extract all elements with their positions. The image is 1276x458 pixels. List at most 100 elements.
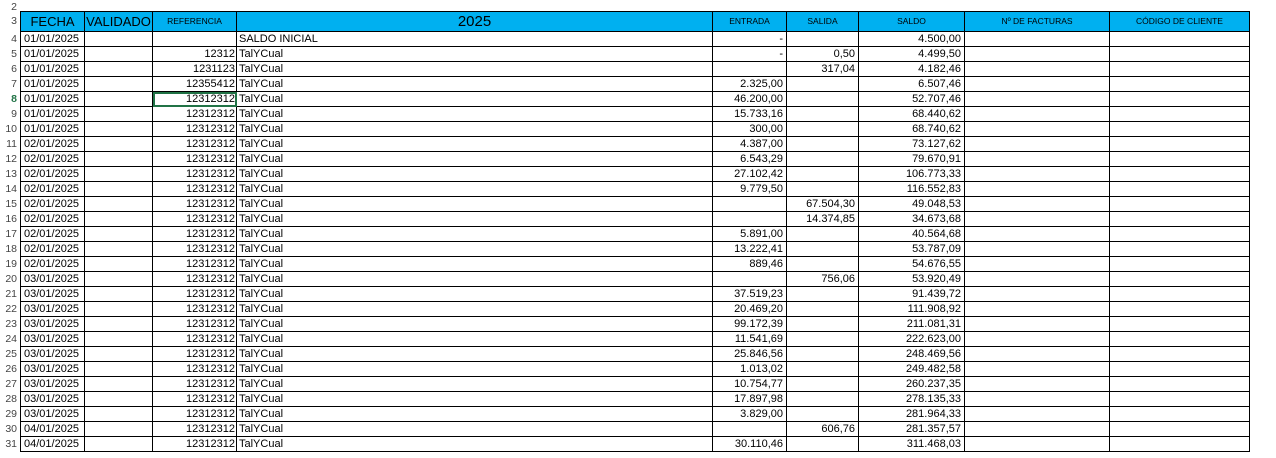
referencia-cell[interactable]: 12312312 <box>153 167 237 182</box>
cliente-cell[interactable] <box>1110 392 1250 407</box>
salida-cell[interactable] <box>787 332 859 347</box>
facturas-cell[interactable] <box>965 197 1110 212</box>
cliente-cell[interactable] <box>1110 227 1250 242</box>
concepto-cell[interactable]: TalYCual <box>237 317 713 332</box>
facturas-cell[interactable] <box>965 317 1110 332</box>
row-number[interactable]: 24 <box>5 333 17 345</box>
fecha-cell[interactable]: 02/01/2025 <box>20 182 85 197</box>
fecha-cell[interactable]: 03/01/2025 <box>20 332 85 347</box>
row-number[interactable]: 29 <box>5 408 17 420</box>
row-number[interactable]: 23 <box>5 318 17 330</box>
entrada-cell[interactable]: 99.172,39 <box>713 317 787 332</box>
salida-cell[interactable] <box>787 152 859 167</box>
referencia-cell[interactable]: 12312312 <box>153 257 237 272</box>
facturas-cell[interactable] <box>965 302 1110 317</box>
concepto-cell[interactable]: TalYCual <box>237 92 713 107</box>
cliente-cell[interactable] <box>1110 107 1250 122</box>
validado-cell[interactable] <box>85 62 153 77</box>
fecha-cell[interactable]: 01/01/2025 <box>20 32 85 47</box>
fecha-cell[interactable]: 03/01/2025 <box>20 302 85 317</box>
cliente-cell[interactable] <box>1110 347 1250 362</box>
facturas-cell[interactable] <box>965 77 1110 92</box>
validado-cell[interactable] <box>85 197 153 212</box>
row-number[interactable]: 7 <box>11 78 17 90</box>
saldo-cell[interactable]: 52.707,46 <box>859 92 965 107</box>
salida-cell[interactable] <box>787 242 859 257</box>
referencia-cell[interactable]: 12312312 <box>153 362 237 377</box>
referencia-cell[interactable]: 12312312 <box>153 242 237 257</box>
fecha-cell[interactable]: 04/01/2025 <box>20 422 85 437</box>
saldo-cell[interactable]: 311.468,03 <box>859 437 965 452</box>
validado-cell[interactable] <box>85 332 153 347</box>
facturas-cell[interactable] <box>965 122 1110 137</box>
row-number[interactable]: 20 <box>5 273 17 285</box>
validado-cell[interactable] <box>85 257 153 272</box>
entrada-cell[interactable]: 300,00 <box>713 122 787 137</box>
cliente-cell[interactable] <box>1110 242 1250 257</box>
validado-cell[interactable] <box>85 107 153 122</box>
concepto-cell[interactable]: TalYCual <box>237 242 713 257</box>
referencia-cell[interactable]: 12312312 <box>153 212 237 227</box>
saldo-cell[interactable]: 222.623,00 <box>859 332 965 347</box>
header-validado[interactable]: VALIDADO <box>85 11 153 32</box>
concepto-cell[interactable]: TalYCual <box>237 47 713 62</box>
concepto-cell[interactable]: TalYCual <box>237 302 713 317</box>
fecha-cell[interactable]: 02/01/2025 <box>20 257 85 272</box>
salida-cell[interactable] <box>787 122 859 137</box>
salida-cell[interactable]: 606,76 <box>787 422 859 437</box>
fecha-cell[interactable]: 03/01/2025 <box>20 392 85 407</box>
salida-cell[interactable] <box>787 107 859 122</box>
saldo-cell[interactable]: 34.673,68 <box>859 212 965 227</box>
cliente-cell[interactable] <box>1110 257 1250 272</box>
cliente-cell[interactable] <box>1110 272 1250 287</box>
validado-cell[interactable] <box>85 137 153 152</box>
row-number[interactable]: 31 <box>5 438 17 450</box>
row-number[interactable]: 21 <box>5 288 17 300</box>
entrada-cell[interactable]: 13.222,41 <box>713 242 787 257</box>
salida-cell[interactable] <box>787 182 859 197</box>
cliente-cell[interactable] <box>1110 287 1250 302</box>
salida-cell[interactable]: 0,50 <box>787 47 859 62</box>
entrada-cell[interactable]: 17.897,98 <box>713 392 787 407</box>
facturas-cell[interactable] <box>965 377 1110 392</box>
salida-cell[interactable] <box>787 362 859 377</box>
facturas-cell[interactable] <box>965 32 1110 47</box>
concepto-cell[interactable]: TalYCual <box>237 122 713 137</box>
entrada-cell[interactable]: - <box>713 47 787 62</box>
concepto-cell[interactable]: TalYCual <box>237 422 713 437</box>
cliente-cell[interactable] <box>1110 407 1250 422</box>
concepto-cell[interactable]: TalYCual <box>237 167 713 182</box>
referencia-cell[interactable]: 12312312 <box>153 437 237 452</box>
validado-cell[interactable] <box>85 272 153 287</box>
fecha-cell[interactable]: 03/01/2025 <box>20 407 85 422</box>
referencia-cell[interactable]: 12312312 <box>153 332 237 347</box>
facturas-cell[interactable] <box>965 167 1110 182</box>
facturas-cell[interactable] <box>965 392 1110 407</box>
entrada-cell[interactable]: 5.891,00 <box>713 227 787 242</box>
row-number[interactable]: 28 <box>5 393 17 405</box>
fecha-cell[interactable]: 01/01/2025 <box>20 77 85 92</box>
row-number[interactable]: 12 <box>5 153 17 165</box>
row-number[interactable]: 3 <box>11 15 17 27</box>
referencia-cell[interactable]: 12312312 <box>153 407 237 422</box>
salida-cell[interactable]: 14.374,85 <box>787 212 859 227</box>
facturas-cell[interactable] <box>965 137 1110 152</box>
saldo-cell[interactable]: 249.482,58 <box>859 362 965 377</box>
fecha-cell[interactable]: 02/01/2025 <box>20 152 85 167</box>
referencia-cell[interactable]: 12312312 <box>153 137 237 152</box>
validado-cell[interactable] <box>85 32 153 47</box>
referencia-cell[interactable]: 12312312 <box>153 92 237 107</box>
saldo-cell[interactable]: 53.787,09 <box>859 242 965 257</box>
entrada-cell[interactable]: 27.102,42 <box>713 167 787 182</box>
entrada-cell[interactable]: 9.779,50 <box>713 182 787 197</box>
concepto-cell[interactable]: TalYCual <box>237 287 713 302</box>
cliente-cell[interactable] <box>1110 77 1250 92</box>
saldo-cell[interactable]: 211.081,31 <box>859 317 965 332</box>
entrada-cell[interactable]: 46.200,00 <box>713 92 787 107</box>
facturas-cell[interactable] <box>965 212 1110 227</box>
facturas-cell[interactable] <box>965 227 1110 242</box>
saldo-cell[interactable]: 248.469,56 <box>859 347 965 362</box>
row-number[interactable]: 10 <box>5 123 17 135</box>
referencia-cell[interactable]: 12312 <box>153 47 237 62</box>
facturas-cell[interactable] <box>965 287 1110 302</box>
